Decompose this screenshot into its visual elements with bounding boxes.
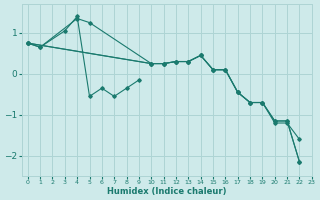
X-axis label: Humidex (Indice chaleur): Humidex (Indice chaleur) — [107, 187, 227, 196]
